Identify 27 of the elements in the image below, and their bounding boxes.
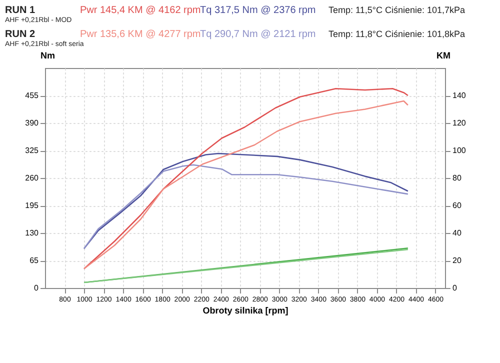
y2-tick-label: 20 [452, 256, 462, 265]
y2-tick-label: 0 [452, 284, 458, 292]
y-tick-label: 260 [25, 174, 40, 182]
y2-tick-label: 140 [452, 91, 466, 100]
text: RUN 2 [5, 29, 36, 40]
y2-tick-label: 120 [452, 118, 466, 128]
y-tick-label: 0 [34, 284, 40, 292]
y2-tick-label: 80 [452, 174, 462, 182]
text: Temp: 11,5°C Ciśnienie: 101,7kPa [328, 5, 465, 15]
text: Pwr 135,6 KM @ 4277 rpm [80, 29, 201, 40]
y-tick-label: 195 [25, 201, 40, 210]
text: Pwr 145,4 KM @ 4162 rpm [80, 5, 201, 16]
text: Temp: 11,8°C Ciśnienie: 101,8kPa [328, 29, 465, 39]
y2-tick-label: 60 [452, 201, 462, 210]
text: Tq 290,7 Nm @ 2121 rpm [200, 29, 316, 40]
y-tick-label: 130 [25, 228, 40, 238]
y-axis-title: Nm [40, 50, 56, 60]
y-tick-label: 325 [25, 146, 40, 155]
text: RUN 1 [5, 5, 36, 16]
y-tick-label: 390 [25, 118, 40, 128]
y2-tick-label: 40 [452, 228, 462, 238]
y2-tick-label: 100 [452, 146, 466, 155]
text: Tq 317,5 Nm @ 2376 rpm [200, 5, 316, 16]
y-tick-label: 455 [25, 91, 40, 100]
x-axis-title: Obroty silnika [rpm] [202, 306, 288, 316]
y-tick-label: 65 [30, 256, 40, 265]
y2-axis-title: KM [436, 50, 450, 60]
